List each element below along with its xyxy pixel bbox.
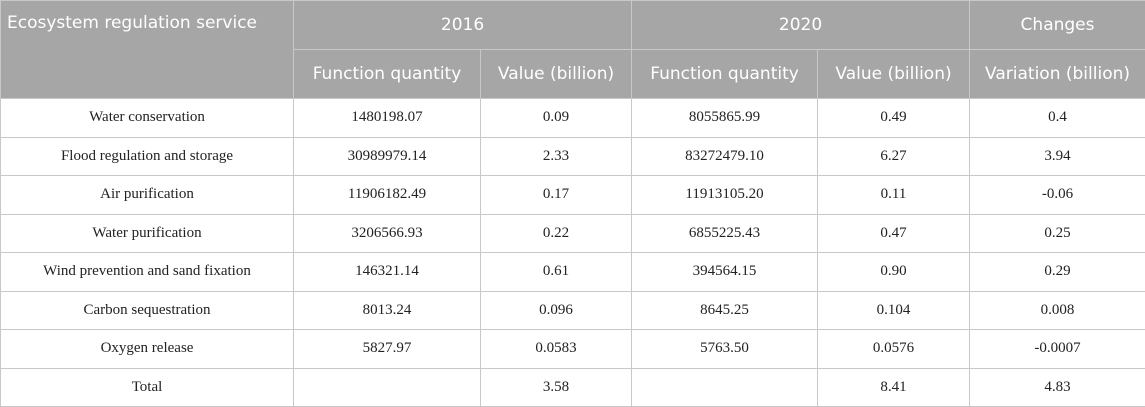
- cell-value-2020: 0.104: [818, 291, 970, 330]
- header-row-groups: Ecosystem regulation service 2016 2020 C…: [1, 1, 1145, 50]
- cell-service: Flood regulation and storage: [1, 137, 294, 176]
- cell-function-2016: 11906182.49: [294, 176, 481, 215]
- cell-value-2016: 3.58: [481, 368, 632, 407]
- header-function-quantity-2016: Function quantity: [294, 50, 481, 99]
- cell-value-2020: 0.90: [818, 253, 970, 292]
- cell-function-2020: 8055865.99: [632, 99, 818, 138]
- cell-variation: 0.4: [970, 99, 1145, 138]
- cell-service: Carbon sequestration: [1, 291, 294, 330]
- cell-variation: 0.008: [970, 291, 1145, 330]
- cell-value-2020: 0.47: [818, 214, 970, 253]
- header-value-2020: Value (billion): [818, 50, 970, 99]
- cell-function-2016: 5827.97: [294, 330, 481, 369]
- table-row: Air purification 11906182.49 0.17 119131…: [1, 176, 1145, 215]
- cell-function-2016: 3206566.93: [294, 214, 481, 253]
- cell-value-2016: 2.33: [481, 137, 632, 176]
- cell-service: Oxygen release: [1, 330, 294, 369]
- cell-value-2020: 0.49: [818, 99, 970, 138]
- cell-value-2016: 0.17: [481, 176, 632, 215]
- table-row: Water conservation 1480198.07 0.09 80558…: [1, 99, 1145, 138]
- cell-variation: -0.0007: [970, 330, 1145, 369]
- cell-function-2016: 8013.24: [294, 291, 481, 330]
- table-row: Carbon sequestration 8013.24 0.096 8645.…: [1, 291, 1145, 330]
- cell-value-2016: 0.22: [481, 214, 632, 253]
- cell-function-2020: 394564.15: [632, 253, 818, 292]
- cell-variation: 0.25: [970, 214, 1145, 253]
- cell-service: Water purification: [1, 214, 294, 253]
- header-group-2020: 2020: [632, 1, 970, 50]
- table-row-total: Total 3.58 8.41 4.83: [1, 368, 1145, 407]
- cell-function-2020: 5763.50: [632, 330, 818, 369]
- cell-function-2016: 146321.14: [294, 253, 481, 292]
- cell-function-2020: 83272479.10: [632, 137, 818, 176]
- cell-service: Air purification: [1, 176, 294, 215]
- cell-service: Total: [1, 368, 294, 407]
- header-function-quantity-2020: Function quantity: [632, 50, 818, 99]
- cell-function-2020: 6855225.43: [632, 214, 818, 253]
- cell-function-2016: [294, 368, 481, 407]
- cell-variation: 4.83: [970, 368, 1145, 407]
- cell-function-2016: 1480198.07: [294, 99, 481, 138]
- header-value-2016: Value (billion): [481, 50, 632, 99]
- cell-value-2016: 0.61: [481, 253, 632, 292]
- cell-function-2020: 8645.25: [632, 291, 818, 330]
- cell-value-2016: 0.0583: [481, 330, 632, 369]
- cell-function-2016: 30989979.14: [294, 137, 481, 176]
- table-row: Water purification 3206566.93 0.22 68552…: [1, 214, 1145, 253]
- cell-value-2016: 0.09: [481, 99, 632, 138]
- table-row: Oxygen release 5827.97 0.0583 5763.50 0.…: [1, 330, 1145, 369]
- header-group-changes: Changes: [970, 1, 1145, 50]
- cell-variation: 3.94: [970, 137, 1145, 176]
- cell-value-2020: 6.27: [818, 137, 970, 176]
- cell-value-2020: 8.41: [818, 368, 970, 407]
- cell-function-2020: [632, 368, 818, 407]
- cell-value-2016: 0.096: [481, 291, 632, 330]
- cell-value-2020: 0.11: [818, 176, 970, 215]
- cell-service: Water conservation: [1, 99, 294, 138]
- cell-service: Wind prevention and sand fixation: [1, 253, 294, 292]
- table-row: Flood regulation and storage 30989979.14…: [1, 137, 1145, 176]
- cell-variation: 0.29: [970, 253, 1145, 292]
- cell-function-2020: 11913105.20: [632, 176, 818, 215]
- table-row: Wind prevention and sand fixation 146321…: [1, 253, 1145, 292]
- header-variation: Variation (billion): [970, 50, 1145, 99]
- cell-value-2020: 0.0576: [818, 330, 970, 369]
- cell-variation: -0.06: [970, 176, 1145, 215]
- header-service: Ecosystem regulation service: [1, 1, 294, 99]
- header-group-2016: 2016: [294, 1, 632, 50]
